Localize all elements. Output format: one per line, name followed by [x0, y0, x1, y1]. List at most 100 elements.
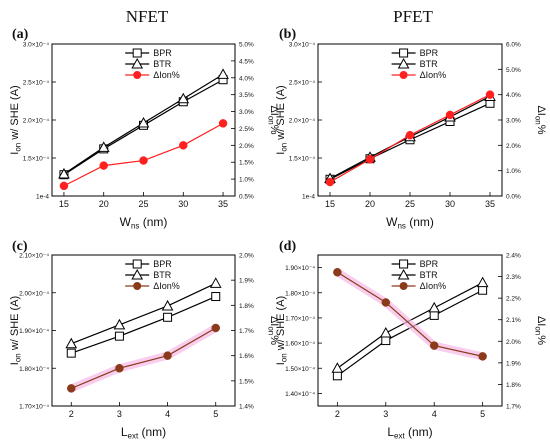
data-point — [478, 285, 488, 295]
y-tick-label: 1.5×10⁻⁴ — [23, 156, 49, 163]
series-line — [71, 327, 217, 389]
panel-label: (a) — [12, 27, 29, 42]
x-axis-label: Lext (nm) — [387, 425, 432, 441]
legend-marker — [131, 268, 144, 280]
y2-tick-label: 3.5% — [239, 92, 254, 99]
data-point — [114, 331, 124, 341]
header-nfet: NFET — [126, 7, 169, 26]
y-axis-label: Ion w/ SHE (A) — [9, 85, 23, 154]
data-point — [163, 351, 172, 360]
legend-entry: ΔIon% — [391, 281, 447, 291]
data-point — [445, 110, 455, 120]
x-axis-label: Wns (nm) — [386, 215, 434, 231]
x-tick-label: 15 — [325, 199, 335, 209]
data-point — [67, 384, 76, 393]
y-tick-label: 1.90×10⁻⁴ — [19, 328, 49, 335]
x-tick-label: 3 — [383, 409, 388, 419]
data-point — [428, 301, 441, 313]
x-tick-label: 35 — [218, 199, 228, 209]
y2-tick-label: 3.0% — [239, 109, 254, 116]
data-point — [97, 141, 110, 152]
header-pfet: PFET — [393, 7, 433, 26]
legend-entry: BTR — [391, 268, 438, 280]
data-point — [379, 326, 392, 338]
data-point — [365, 155, 375, 164]
x-tick-label: 30 — [178, 199, 188, 209]
series-line — [337, 271, 483, 357]
y-axis-label: Ion w/ SHE (A) — [275, 296, 289, 365]
legend-entry: BPR — [391, 48, 439, 58]
data-point — [66, 348, 76, 358]
legend-label: ΔIon% — [153, 281, 180, 291]
series-highlight — [333, 268, 487, 361]
y-tick-label: 2.5×10⁻⁴ — [289, 80, 315, 87]
y-tick-label: 2.0×10⁻⁴ — [23, 118, 49, 125]
legend-marker — [399, 48, 409, 58]
legend-marker — [133, 71, 142, 79]
y-tick-label: 3.0×10⁻⁴ — [289, 42, 315, 49]
legend-marker — [397, 268, 410, 280]
y2-tick-label: 2.0% — [239, 143, 254, 150]
data-point — [59, 181, 69, 191]
x-axis-label: Lext (nm) — [121, 425, 166, 441]
y2-tick-label: 1.7% — [506, 404, 521, 411]
plot-frame — [317, 254, 503, 407]
y-tick-label: 1.80×10⁻⁴ — [285, 290, 315, 297]
y2-axis-label: ΔIon% — [267, 105, 281, 134]
y2-axis-label: ΔIon% — [534, 105, 548, 134]
y2-tick-label: 5.0% — [239, 42, 254, 49]
legend-entry: ΔIon% — [391, 70, 446, 80]
chart-panel-4: (d) 2 3 4 5 1.40×10⁻⁴ 1.50×10⁻⁴ 1.60×10⁻⁴ 1.70×1… — [275, 239, 547, 441]
series-line — [71, 282, 216, 345]
legend-label: ΔIon% — [420, 281, 447, 291]
y2-axis-label: ΔIon% — [267, 316, 281, 345]
y2-tick-label: 2.3% — [506, 274, 521, 281]
y-tick-label: 1e-4 — [36, 194, 49, 201]
legend-entry: ΔIon% — [125, 281, 180, 291]
x-tick-label: 3 — [117, 409, 122, 419]
y-tick-label: 1.70×10⁻⁴ — [19, 404, 49, 411]
data-point — [177, 92, 190, 104]
legend-label: BTR — [420, 59, 439, 69]
series-line — [71, 295, 216, 354]
legend-marker — [132, 259, 142, 269]
y2-tick-label: 4.0% — [506, 92, 521, 99]
chart-panel-1: (a) 15 20 25 30 35 1e-4 1.5×10⁻⁴ 2.0×10⁻⁴ 2.5×10⁻… — [9, 27, 280, 231]
data-point — [478, 352, 487, 361]
data-point — [405, 130, 415, 140]
legend-marker — [132, 48, 142, 58]
data-point — [381, 336, 391, 346]
data-point — [429, 310, 439, 320]
y2-tick-label: 1.0% — [239, 177, 254, 184]
panel-label: (d) — [279, 239, 296, 254]
data-point — [113, 318, 126, 330]
y2-tick-label: 2.0% — [506, 143, 521, 150]
y2-tick-label: 2.0% — [506, 339, 521, 346]
y2-tick-label: 5.0% — [506, 67, 521, 74]
legend-marker — [133, 282, 142, 290]
legend-label: BTR — [153, 59, 172, 69]
x-tick-label: 20 — [365, 199, 375, 209]
legend-entry: BPR — [125, 48, 172, 58]
legend-label: BPR — [420, 259, 439, 269]
y2-tick-label: 1.8% — [506, 382, 521, 389]
series-line — [337, 289, 483, 377]
y2-tick-label: 1.5% — [239, 160, 254, 167]
y2-tick-label: 1.4% — [239, 404, 254, 411]
y2-tick-label: 3.0% — [506, 118, 521, 125]
y2-tick-label: 1.8% — [239, 303, 254, 310]
data-point — [99, 161, 108, 170]
y-axis-label: Ion w/ SHE (A) — [275, 85, 289, 154]
data-point — [485, 90, 495, 99]
data-point — [179, 141, 188, 150]
legend-label: BTR — [153, 270, 172, 280]
data-point — [429, 341, 439, 350]
data-point — [217, 68, 229, 79]
data-point — [161, 299, 174, 311]
legend-marker — [131, 57, 144, 69]
data-point — [381, 298, 391, 307]
legend-entry: BPR — [125, 259, 172, 269]
y-tick-label: 3.0×10⁻⁴ — [23, 42, 49, 49]
y2-tick-label: 1.0% — [506, 168, 521, 175]
x-tick-label: 4 — [432, 409, 437, 419]
